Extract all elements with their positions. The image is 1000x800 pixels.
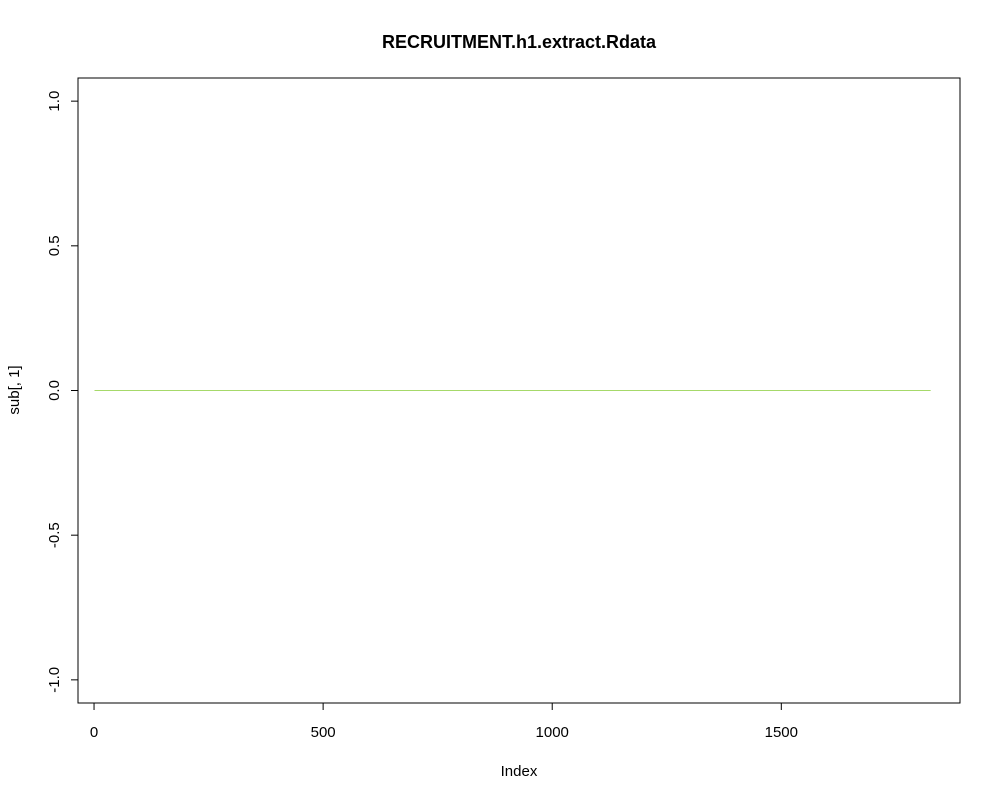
x-tick-label: 1000 — [536, 724, 569, 741]
y-axis-label: sub[, 1] — [6, 365, 23, 414]
y-tick-label: -1.0 — [46, 667, 63, 693]
y-tick-label: -0.5 — [46, 522, 63, 548]
y-axis: -1.0 -0.5 0.0 0.5 1.0 — [46, 91, 79, 693]
chart-title: RECRUITMENT.h1.extract.Rdata — [382, 32, 657, 52]
x-tick-label: 0 — [90, 724, 98, 741]
x-axis: 0 500 1000 1500 — [90, 702, 798, 741]
x-tick-label: 1500 — [765, 724, 798, 741]
y-tick-label: 1.0 — [46, 91, 63, 112]
x-tick-label: 500 — [311, 724, 336, 741]
y-tick-label: 0.0 — [46, 380, 63, 401]
x-axis-label: Index — [501, 763, 538, 780]
y-tick-label: 0.5 — [46, 235, 63, 256]
